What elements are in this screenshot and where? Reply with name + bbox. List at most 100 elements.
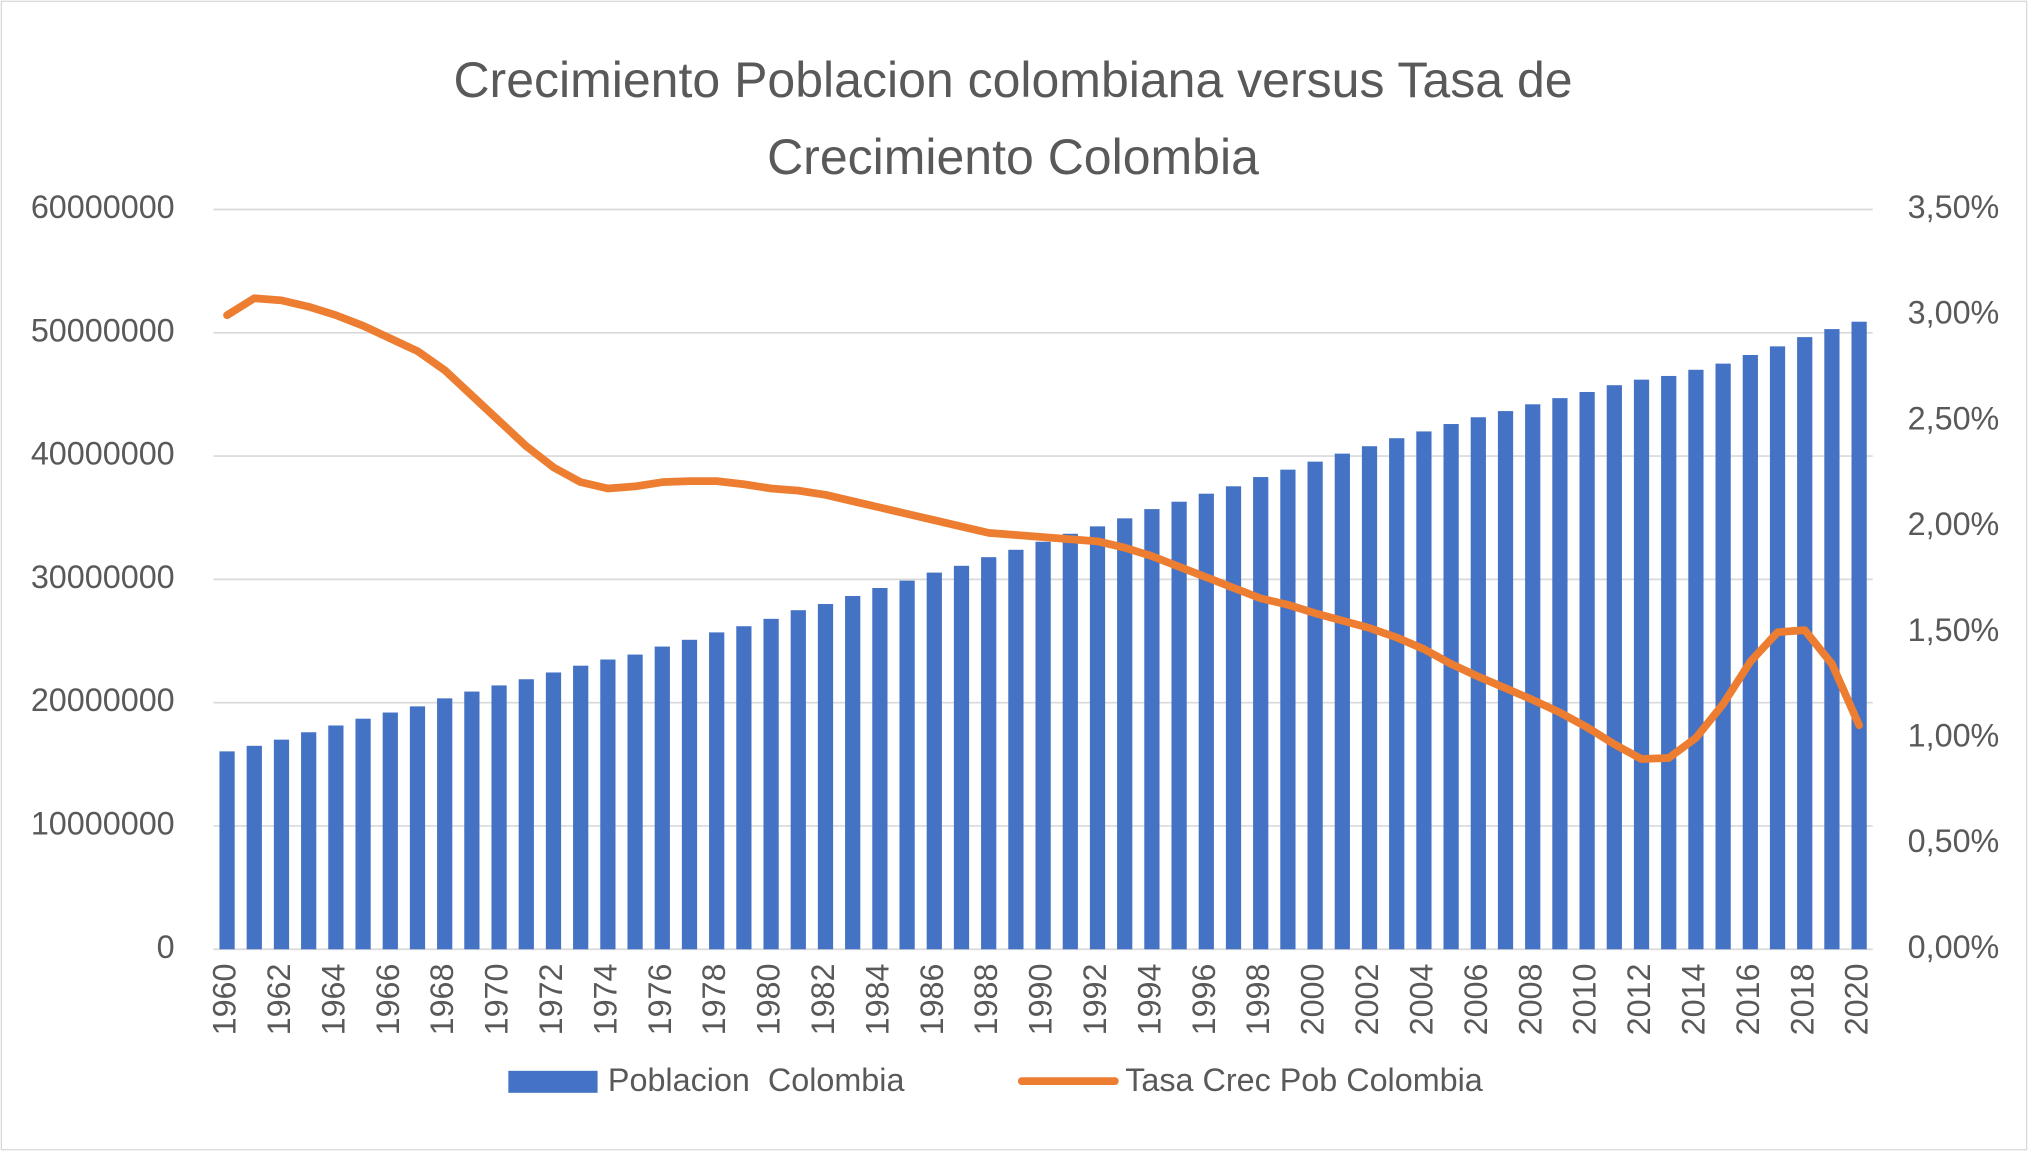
bar (926, 572, 942, 950)
bar (1552, 398, 1568, 950)
bar (1769, 346, 1786, 950)
bar (1742, 354, 1758, 950)
bar (1416, 431, 1432, 950)
bar (545, 672, 562, 950)
bar (899, 580, 915, 950)
bar (219, 751, 235, 950)
bar (681, 639, 698, 950)
bar (409, 706, 426, 950)
x-tick-label: 1996 (1186, 963, 1222, 1035)
x-tick-label: 2018 (1784, 963, 1820, 1035)
bar (301, 732, 317, 950)
x-tick-label: 2004 (1403, 963, 1439, 1035)
x-tick-label: 2006 (1458, 963, 1494, 1035)
legend-label: Poblacion Colombia (608, 1062, 905, 1098)
bar (518, 679, 534, 950)
y2-tick-label: 3,50% (1908, 189, 2000, 225)
bar (1198, 493, 1214, 950)
bar (600, 659, 616, 950)
bar (1171, 501, 1187, 950)
bar (736, 626, 752, 950)
x-tick-label: 2012 (1621, 963, 1657, 1035)
x-tick-label: 1974 (587, 963, 623, 1035)
bar (382, 712, 398, 950)
x-tick-label: 1966 (370, 963, 406, 1035)
bar (790, 610, 806, 950)
bar (1389, 438, 1405, 950)
bar (355, 718, 371, 950)
bar (1361, 446, 1378, 950)
chart-title: Crecimiento Poblacion colombiana versus … (453, 52, 1573, 185)
bar (981, 557, 997, 950)
bar (1307, 461, 1323, 950)
bar (491, 685, 507, 950)
y-tick-label: 20000000 (31, 682, 175, 718)
bar (1280, 469, 1296, 950)
x-tick-label: 1982 (805, 963, 841, 1035)
bar (1062, 533, 1078, 950)
bar (573, 665, 589, 950)
bar (1117, 518, 1133, 950)
x-tick-label: 1998 (1240, 963, 1276, 1035)
bar (1797, 337, 1813, 950)
bar (246, 745, 262, 950)
bar (1606, 385, 1622, 950)
bar (654, 646, 670, 950)
bar (1144, 509, 1160, 950)
bar (1253, 477, 1269, 950)
y2-tick-label: 2,50% (1908, 400, 2000, 436)
bar (1525, 404, 1541, 950)
bar (763, 618, 779, 950)
x-tick-label: 1964 (315, 963, 351, 1035)
y2-tick-label: 1,50% (1908, 612, 2000, 648)
legend-swatch (508, 1070, 598, 1093)
bar (709, 632, 725, 950)
bar (1851, 321, 1867, 950)
bar (1824, 329, 1840, 950)
bar (464, 691, 480, 950)
bar (1470, 417, 1486, 950)
y2-tick-label: 0,50% (1908, 823, 2000, 859)
bar (817, 604, 834, 950)
x-tick-label: 1992 (1077, 963, 1113, 1035)
x-tick-label: 1960 (207, 963, 243, 1035)
x-tick-label: 2002 (1349, 963, 1385, 1035)
bar (1035, 541, 1051, 950)
y-tick-label: 30000000 (31, 559, 175, 595)
x-tick-label: 1990 (1023, 963, 1059, 1035)
bar (1579, 391, 1595, 950)
bar (953, 565, 970, 950)
y2-tick-label: 3,00% (1908, 295, 2000, 331)
x-tick-label: 1978 (696, 963, 732, 1035)
x-tick-label: 1980 (751, 963, 787, 1035)
legend-label: Tasa Crec Pob Colombia (1125, 1062, 1483, 1098)
x-tick-label: 1972 (533, 963, 569, 1035)
y-tick-label: 40000000 (31, 436, 175, 472)
bar (872, 588, 888, 950)
x-tick-label: 2008 (1512, 963, 1548, 1035)
x-tick-label: 1968 (424, 963, 460, 1035)
x-tick-label: 2010 (1567, 963, 1603, 1035)
line (223, 294, 1863, 763)
x-tick-label: 1970 (479, 963, 515, 1035)
bar (627, 654, 643, 950)
y-tick-label: 50000000 (31, 312, 175, 348)
bar (273, 739, 290, 950)
x-tick-label: 1986 (914, 963, 950, 1035)
bar (1661, 375, 1677, 950)
y-tick-label: 60000000 (31, 189, 175, 225)
y2-tick-label: 0,00% (1908, 929, 2000, 965)
bar (1089, 526, 1106, 950)
bar (1008, 549, 1024, 950)
bar (1715, 363, 1731, 950)
bar (328, 725, 344, 950)
bar (1443, 424, 1459, 950)
x-tick-label: 2014 (1675, 963, 1711, 1035)
bar (1334, 453, 1350, 950)
bar (1688, 369, 1704, 950)
bar (1497, 411, 1514, 950)
x-tick-label: 1976 (642, 963, 678, 1035)
y2-tick-label: 2,00% (1908, 506, 2000, 542)
